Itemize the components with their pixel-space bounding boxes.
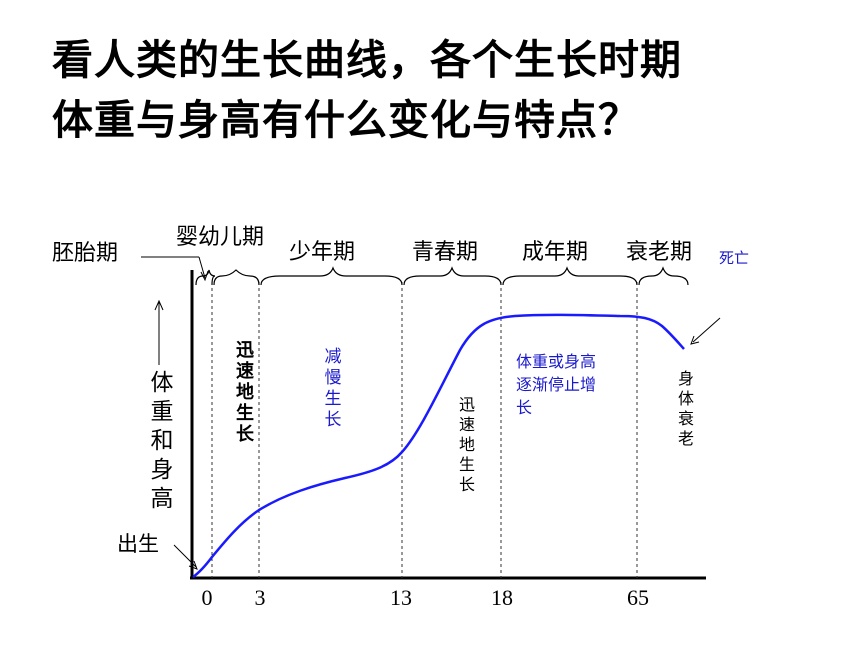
annotation-char: 衰	[678, 410, 694, 428]
x-tick-labels: 0 3 13 18 65	[202, 585, 650, 610]
label-infant: 婴幼儿期	[176, 224, 264, 249]
x-tick-label: 3	[255, 585, 266, 610]
annotation-char: 地	[459, 436, 475, 454]
brace-infant-early	[195, 269, 216, 286]
annotation-adult: 体重或身高 逐渐停止增 长	[516, 353, 596, 417]
death-pointer-arrowhead	[690, 335, 700, 345]
annotation-aging: 身 体 衰 老	[678, 370, 694, 448]
annotation-line: 逐渐停止增	[516, 376, 596, 394]
annotation-char: 体	[678, 390, 694, 408]
birth-pointer-arrowhead	[188, 560, 198, 570]
stage-braces	[195, 266, 689, 286]
annotation-char: 生	[459, 456, 475, 474]
y-label-char: 身	[151, 457, 174, 482]
label-death: 死亡	[719, 250, 749, 267]
infant-pointer-arrowhead	[200, 270, 209, 282]
annotation-char: 老	[678, 430, 694, 448]
brace-puberty	[403, 266, 502, 286]
annotation-puberty-growth: 迅 速 地 生 长	[459, 396, 475, 494]
annotation-char: 长	[459, 476, 475, 494]
x-tick-label: 65	[627, 585, 649, 610]
infant-pointer-line	[198, 256, 206, 279]
brace-infant	[213, 269, 260, 286]
annotation-line: 长	[516, 399, 532, 417]
annotation-char: 减	[325, 347, 342, 366]
birth-pointer-line	[173, 544, 197, 568]
brace-adult	[502, 266, 638, 286]
heading-line-1: 看人类的生长曲线，各个生长时期	[52, 36, 682, 84]
label-birth: 出生	[117, 532, 159, 556]
annotation-line: 体重或身高	[516, 353, 596, 371]
y-label-char: 和	[151, 428, 174, 453]
y-axis-label: 体 重 和 身 高	[151, 370, 174, 511]
growth-curve-line	[192, 313, 685, 579]
label-embryo: 胚胎期	[52, 240, 118, 265]
annotation-infant-growth: 迅 速 地 生 长	[236, 340, 255, 444]
annotation-char: 速	[236, 360, 254, 381]
y-label-char: 高	[151, 486, 174, 511]
annotation-char: 迅	[459, 396, 475, 414]
x-tick-label: 13	[390, 585, 412, 610]
annotation-char: 生	[236, 402, 254, 423]
heading-line-2: 体重与身高有什么变化与特点？	[52, 96, 640, 144]
annotation-char: 长	[325, 410, 342, 429]
annotation-char: 地	[236, 381, 254, 402]
y-label-char: 重	[151, 399, 174, 424]
annotation-char: 速	[459, 416, 475, 434]
x-tick-label: 18	[491, 585, 513, 610]
annotation-slow-growth: 减 慢 生 长	[325, 347, 342, 429]
y-label-char: 体	[151, 370, 174, 395]
brace-old-age	[638, 266, 689, 286]
stage-dividers	[211, 282, 638, 578]
label-adult: 成年期	[522, 239, 588, 264]
annotation-char: 迅	[236, 340, 255, 360]
label-puberty: 青春期	[412, 239, 478, 264]
death-pointer-line	[692, 317, 721, 343]
annotation-char: 慢	[325, 367, 342, 387]
up-arrow-icon	[154, 299, 164, 311]
x-tick-label: 0	[202, 585, 213, 610]
label-old-age: 衰老期	[626, 239, 692, 264]
annotation-char: 身	[678, 370, 694, 388]
brace-youth	[260, 266, 403, 286]
annotation-char: 生	[325, 389, 342, 408]
label-youth: 少年期	[289, 239, 355, 264]
annotation-char: 长	[236, 424, 255, 444]
